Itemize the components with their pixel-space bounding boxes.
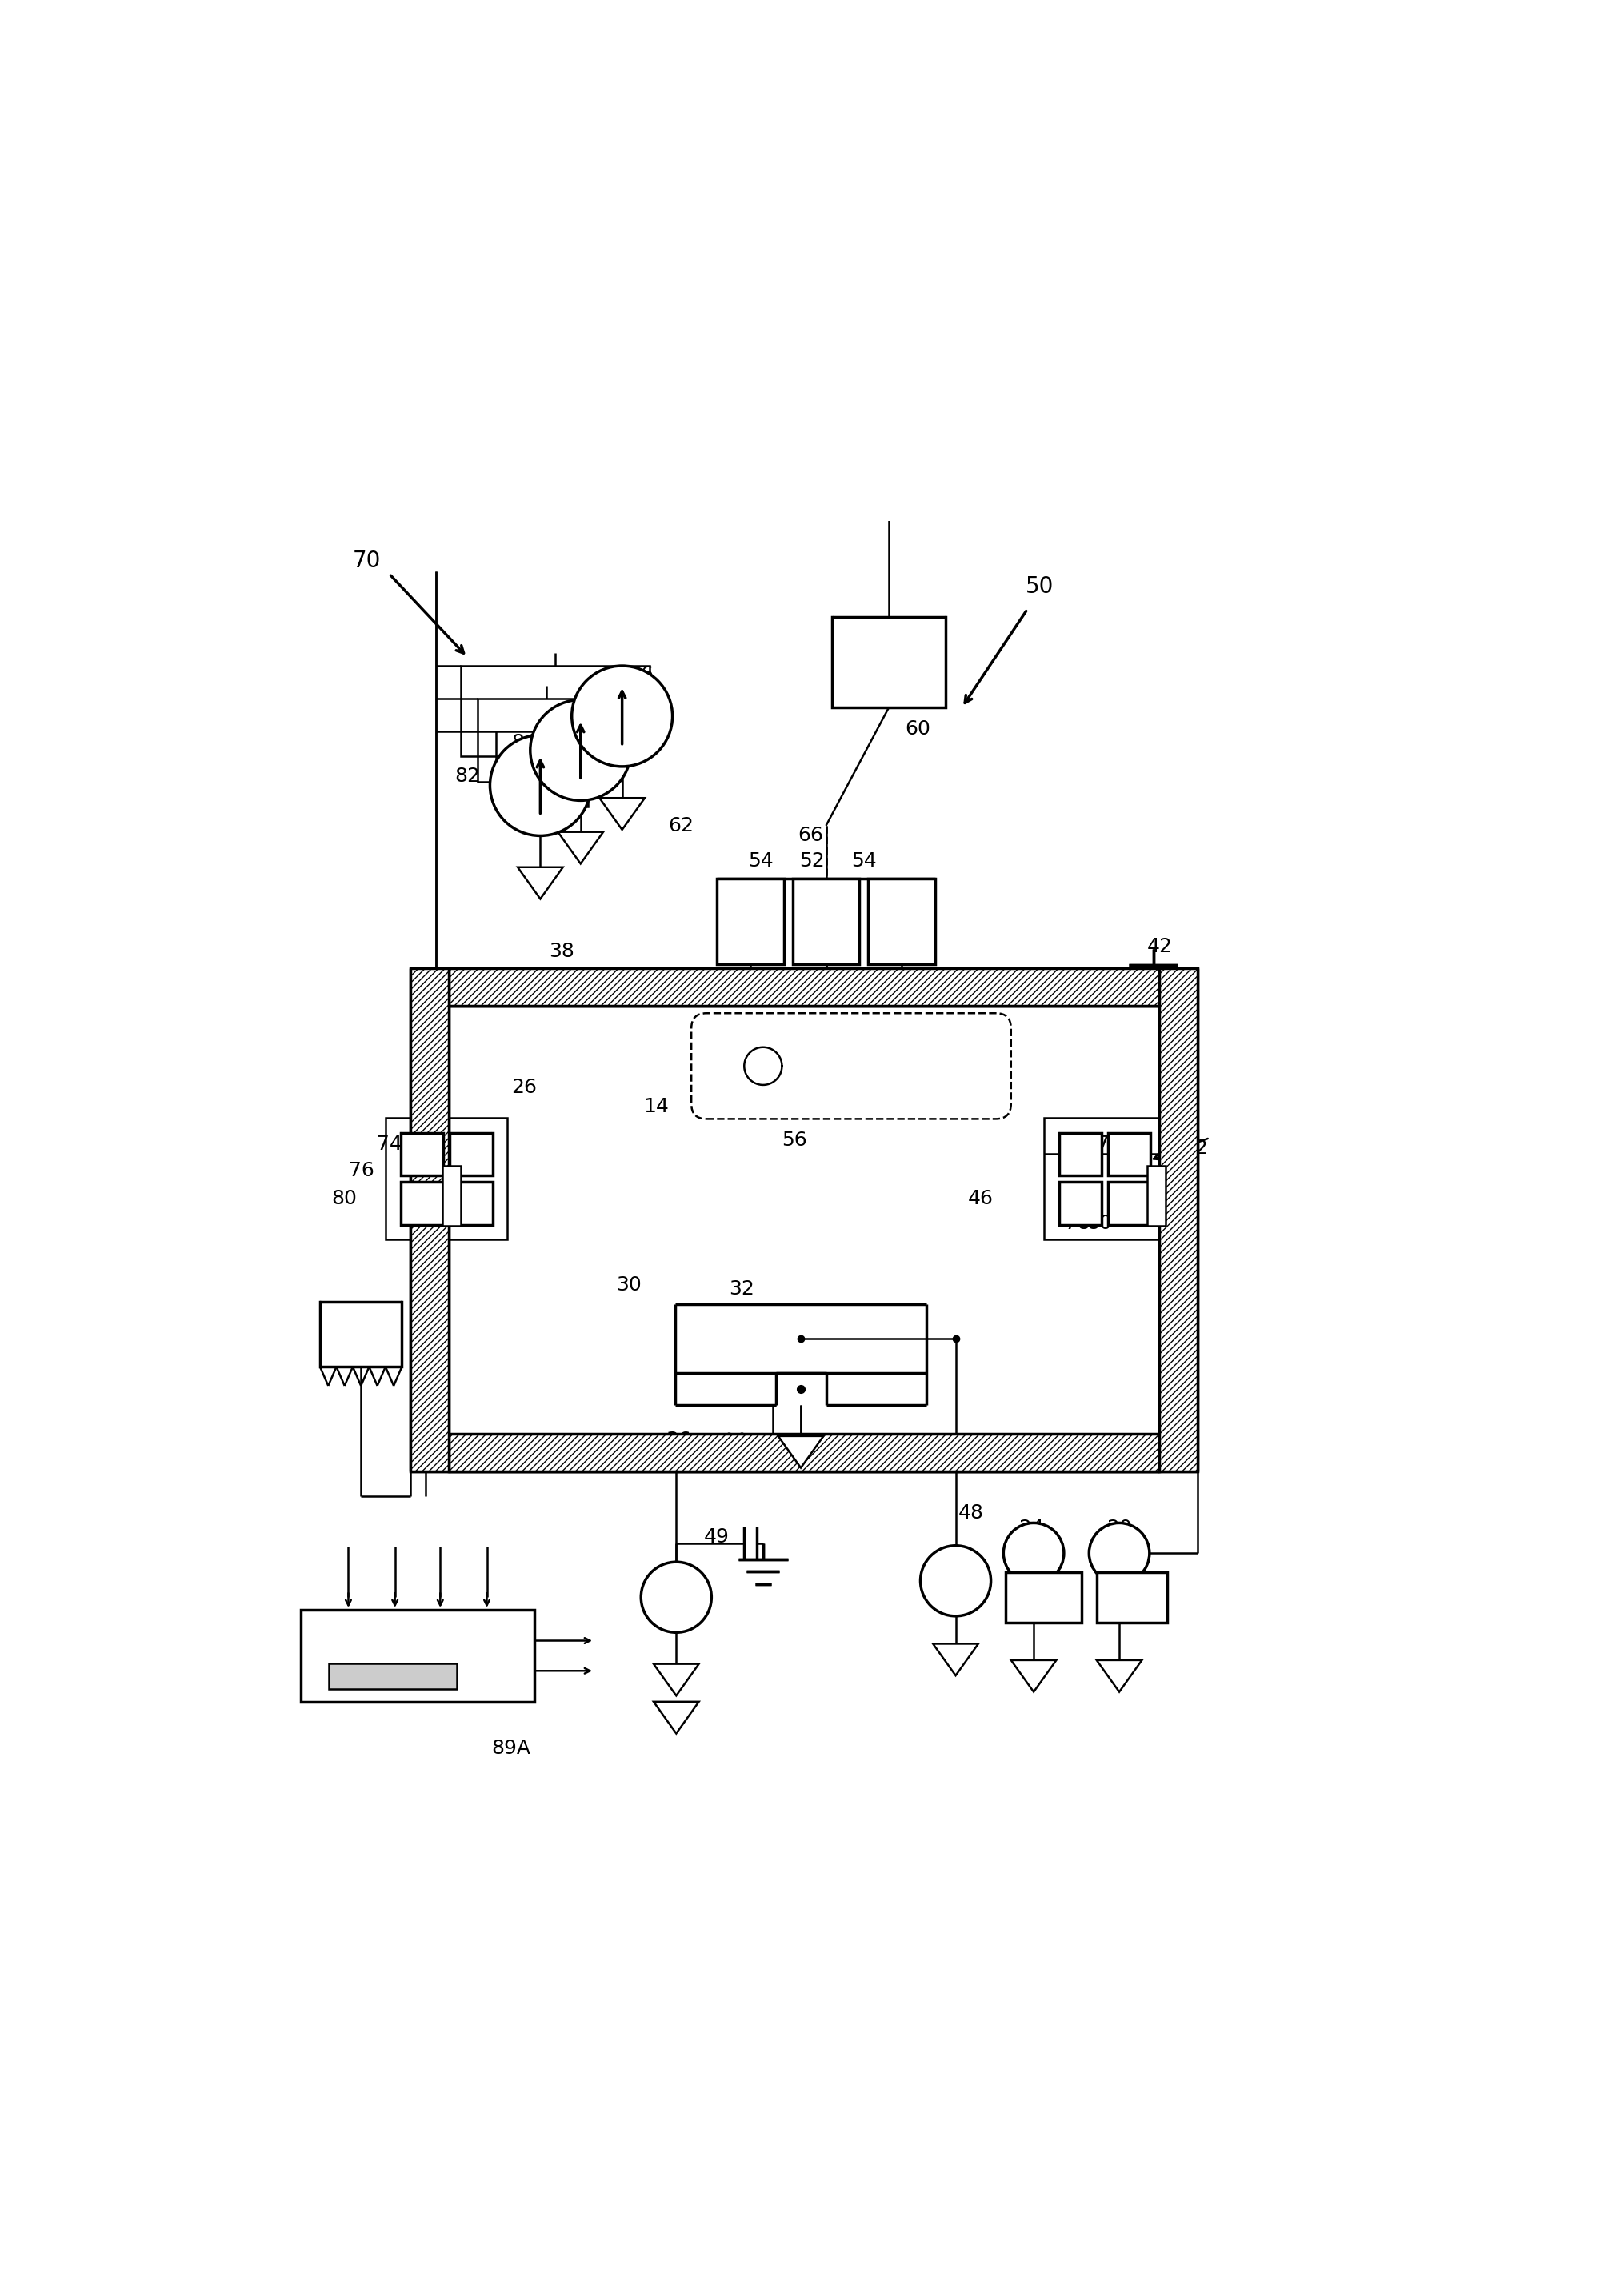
Text: N: N bbox=[741, 909, 760, 934]
Text: 22: 22 bbox=[1018, 1606, 1044, 1626]
Circle shape bbox=[1004, 1524, 1064, 1583]
Text: 89A: 89A bbox=[492, 1738, 531, 1759]
Text: 48: 48 bbox=[958, 1503, 984, 1522]
Text: 38: 38 bbox=[549, 941, 575, 961]
Circle shape bbox=[921, 1547, 991, 1615]
Text: 88: 88 bbox=[568, 697, 593, 718]
Text: N₂: N₂ bbox=[1034, 1590, 1054, 1606]
Bar bbox=[869, 879, 935, 964]
Text: 54: 54 bbox=[851, 852, 877, 870]
Text: 20: 20 bbox=[1106, 1519, 1132, 1538]
Polygon shape bbox=[653, 1702, 698, 1734]
Bar bbox=[497, 731, 588, 806]
Text: 74: 74 bbox=[377, 1134, 403, 1153]
Bar bbox=[1147, 1166, 1166, 1226]
Text: 80: 80 bbox=[331, 1189, 357, 1207]
Circle shape bbox=[529, 699, 630, 800]
Text: 30: 30 bbox=[615, 1276, 641, 1294]
Bar bbox=[1044, 1118, 1166, 1239]
Polygon shape bbox=[599, 797, 645, 829]
Bar bbox=[300, 1611, 534, 1702]
Polygon shape bbox=[778, 1435, 823, 1467]
Text: ~: ~ bbox=[945, 1567, 966, 1595]
Text: 76: 76 bbox=[349, 1162, 375, 1180]
Text: 12: 12 bbox=[771, 1437, 797, 1456]
Bar bbox=[477, 699, 615, 781]
Text: 34: 34 bbox=[650, 1599, 676, 1620]
Bar bbox=[320, 1301, 401, 1367]
Text: 60: 60 bbox=[905, 720, 931, 738]
Text: 62: 62 bbox=[669, 816, 693, 836]
Bar bbox=[1059, 1132, 1101, 1175]
Text: 14: 14 bbox=[643, 1096, 669, 1116]
Bar bbox=[448, 968, 1160, 1005]
Bar bbox=[1108, 1132, 1151, 1175]
Bar bbox=[401, 1182, 443, 1226]
Text: 89: 89 bbox=[305, 1665, 331, 1686]
Text: 78: 78 bbox=[424, 1214, 448, 1232]
Text: 78: 78 bbox=[1065, 1214, 1090, 1232]
Text: 54: 54 bbox=[749, 852, 773, 870]
Bar bbox=[411, 968, 448, 1472]
Bar bbox=[1160, 968, 1197, 1472]
Text: Controller: Controller bbox=[374, 1631, 461, 1647]
Text: 66: 66 bbox=[797, 827, 823, 845]
Bar bbox=[385, 1118, 508, 1239]
Text: 76: 76 bbox=[1096, 1134, 1122, 1153]
Bar bbox=[1005, 1572, 1082, 1622]
Text: ~: ~ bbox=[666, 1583, 687, 1611]
Polygon shape bbox=[653, 1663, 698, 1695]
Text: 56: 56 bbox=[781, 1130, 807, 1150]
Text: 32: 32 bbox=[729, 1280, 755, 1298]
Text: 26: 26 bbox=[512, 1077, 538, 1098]
Text: 18: 18 bbox=[1109, 1606, 1135, 1626]
Text: 84: 84 bbox=[512, 734, 538, 752]
Text: 80: 80 bbox=[1086, 1214, 1112, 1232]
Bar bbox=[442, 1166, 461, 1226]
Polygon shape bbox=[518, 868, 564, 900]
Bar bbox=[831, 617, 945, 706]
Text: 50: 50 bbox=[1026, 576, 1054, 597]
Bar bbox=[1059, 1182, 1101, 1226]
Text: 72: 72 bbox=[1182, 1139, 1208, 1157]
Polygon shape bbox=[1096, 1661, 1142, 1693]
Bar bbox=[450, 1132, 492, 1175]
Text: 46: 46 bbox=[968, 1189, 994, 1207]
Text: 70: 70 bbox=[352, 549, 380, 572]
Text: 86: 86 bbox=[628, 665, 654, 683]
Text: 16: 16 bbox=[326, 1328, 352, 1346]
Circle shape bbox=[1090, 1524, 1150, 1583]
Text: 74: 74 bbox=[1069, 1134, 1095, 1153]
Text: 36: 36 bbox=[666, 1431, 692, 1449]
Text: 49: 49 bbox=[703, 1526, 729, 1547]
Bar bbox=[1108, 1182, 1151, 1226]
Bar bbox=[401, 1132, 443, 1175]
Circle shape bbox=[641, 1563, 711, 1633]
Text: 24: 24 bbox=[1018, 1519, 1044, 1538]
Text: N: N bbox=[892, 909, 911, 934]
Circle shape bbox=[572, 665, 672, 765]
Text: 42: 42 bbox=[1147, 936, 1173, 957]
Bar bbox=[461, 665, 650, 756]
Bar bbox=[1096, 1572, 1168, 1622]
Bar bbox=[328, 1663, 456, 1690]
Text: Ar: Ar bbox=[1122, 1590, 1142, 1606]
Polygon shape bbox=[932, 1645, 978, 1677]
Bar bbox=[450, 1182, 492, 1226]
Text: 82: 82 bbox=[455, 768, 481, 786]
Text: S: S bbox=[817, 909, 835, 934]
Text: 52: 52 bbox=[799, 852, 825, 870]
Bar bbox=[448, 1433, 1160, 1472]
Circle shape bbox=[490, 736, 591, 836]
Bar bbox=[793, 879, 859, 964]
Bar bbox=[718, 879, 784, 964]
Polygon shape bbox=[559, 831, 603, 863]
Polygon shape bbox=[1012, 1661, 1056, 1693]
